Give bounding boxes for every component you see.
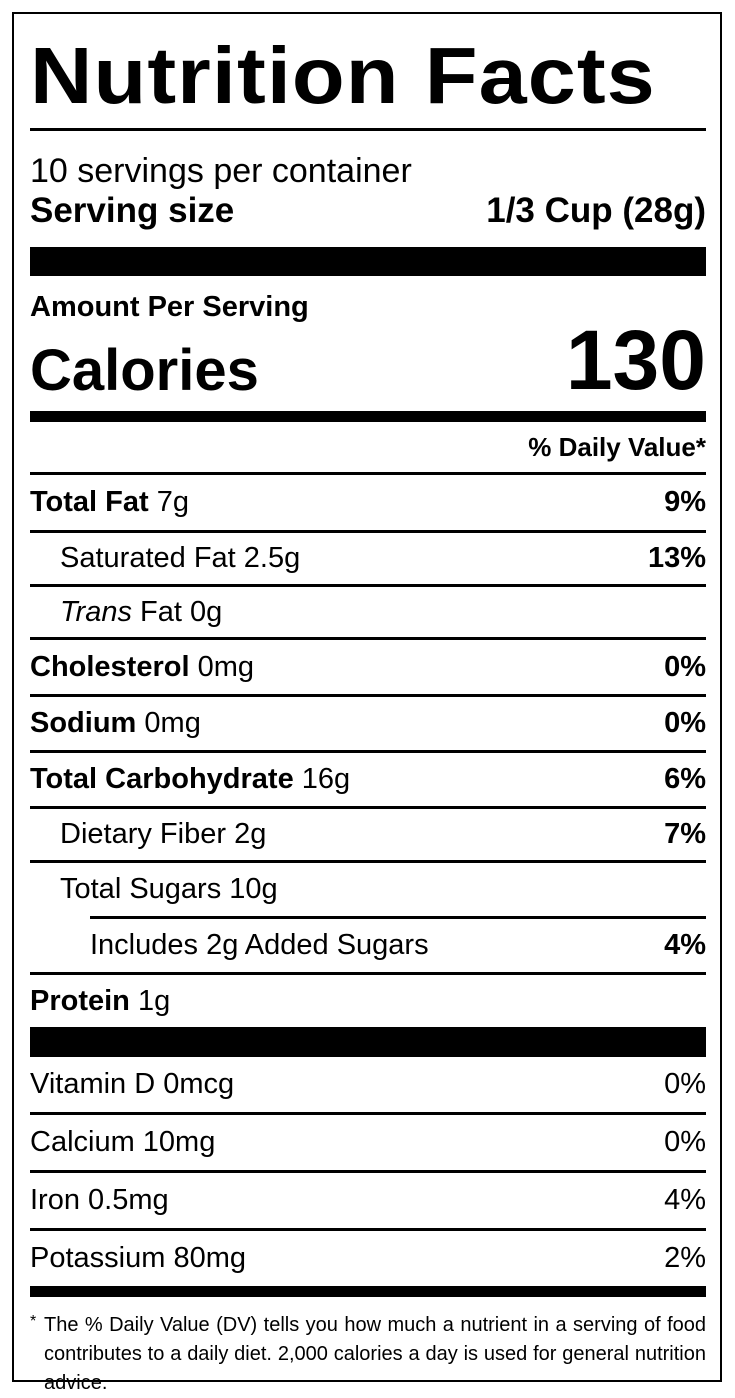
nutrient-name: Sodium xyxy=(30,707,137,739)
nutrient-amount: 16g xyxy=(301,763,351,795)
serving-size-label: Serving size xyxy=(30,191,235,230)
calories-row: Calories 130 xyxy=(30,318,706,403)
vitamin-dv: 0% xyxy=(664,1126,706,1158)
nutrient-amount: 7g xyxy=(156,486,190,518)
footnote-text: The % Daily Value (DV) tells you how muc… xyxy=(44,1314,706,1394)
nutrient-row-trans-fat: Trans Fat 0g xyxy=(30,584,706,637)
daily-value-header: % Daily Value* xyxy=(528,432,706,462)
nutrient-amount: 0mg xyxy=(197,650,255,683)
serving-size-value: 1/3 Cup (28g) xyxy=(486,191,706,230)
nutrient-dv: 7% xyxy=(664,818,706,850)
nutrient-dv: 13% xyxy=(647,542,706,574)
nutrient-name: Total Fat xyxy=(30,486,149,518)
nutrient-row-dietary-fiber: Dietary Fiber 2g 7% xyxy=(30,806,706,860)
vitamin-label: Calcium 10mg xyxy=(30,1126,216,1158)
nutrient-dv: 0% xyxy=(664,707,706,739)
vitamin-row: Vitamin D 0mcg 0% xyxy=(30,1057,706,1115)
nutrient-amount: 2g xyxy=(234,818,267,850)
nutrition-facts-label: Nutrition Facts 10 servings per containe… xyxy=(12,12,722,1394)
vitamin-row: Iron 0.5mg 4% xyxy=(30,1173,706,1231)
label-title: Nutrition Facts xyxy=(30,31,656,120)
nutrient-name: Total Sugars xyxy=(60,873,222,905)
nutrient-row-saturated-fat: Saturated Fat 2.5g 13% xyxy=(30,530,706,584)
nutrient-row-added-sugars: Includes 2g Added Sugars 4% xyxy=(90,916,706,972)
nutrient-amount: 0g xyxy=(190,595,223,628)
calories-value: 130 xyxy=(565,313,706,407)
medium-divider xyxy=(30,411,706,422)
nutrient-amount: 10g xyxy=(229,873,278,905)
nutrient-dv: 6% xyxy=(664,763,706,795)
nutrient-name: Dietary Fiber xyxy=(60,818,226,850)
vitamin-row: Potassium 80mg 2% xyxy=(30,1231,706,1286)
nutrient-row-protein: Protein 1g xyxy=(30,972,706,1027)
vitamin-dv: 0% xyxy=(664,1068,706,1100)
nutrient-amount: 0mg xyxy=(144,707,201,739)
calories-label: Calories xyxy=(30,338,259,403)
nutrient-name: Protein xyxy=(30,984,130,1017)
amount-per-serving: Amount Per Serving xyxy=(30,291,309,323)
nutrient-name: Cholesterol xyxy=(30,650,190,683)
footnote-marker: * xyxy=(30,1313,37,1330)
vitamin-label: Vitamin D 0mcg xyxy=(30,1068,235,1100)
serving-size: Serving size 1/3 Cup (28g) xyxy=(30,191,706,231)
vitamin-dv: 2% xyxy=(664,1242,706,1274)
nutrient-amount: 1g xyxy=(137,984,171,1017)
vitamin-label: Iron 0.5mg xyxy=(30,1184,169,1216)
vitamin-dv: 4% xyxy=(664,1184,706,1216)
vitamin-label: Potassium 80mg xyxy=(30,1242,246,1274)
nutrient-dv: 0% xyxy=(664,650,706,683)
servings-per-container: 10 servings per container xyxy=(30,152,412,190)
nutrient-row-cholesterol: Cholesterol 0mg 0% xyxy=(30,637,706,694)
divider xyxy=(30,128,706,131)
nutrient-row-total-carbohydrate: Total Carbohydrate 16g 6% xyxy=(30,750,706,806)
footnote: * The % Daily Value (DV) tells you how m… xyxy=(30,1311,706,1398)
nutrient-name: Saturated Fat xyxy=(60,542,236,574)
nutrient-row-total-sugars: Total Sugars 10g xyxy=(30,860,706,916)
medium-divider xyxy=(30,1286,706,1297)
nutrient-dv: 9% xyxy=(664,486,706,518)
nutrient-name-suffix: Fat xyxy=(140,595,182,628)
vitamin-row: Calcium 10mg 0% xyxy=(30,1115,706,1173)
thick-divider xyxy=(30,1027,706,1057)
thick-divider xyxy=(30,247,706,276)
nutrient-dv: 4% xyxy=(664,929,706,961)
nutrient-name: Includes 2g Added Sugars xyxy=(90,929,429,961)
nutrient-name: Total Carbohydrate xyxy=(30,763,294,795)
nutrient-amount: 2.5g xyxy=(243,542,301,574)
nutrient-row-total-fat: Total Fat 7g 9% xyxy=(30,472,706,530)
nutrient-name: Trans xyxy=(60,595,132,628)
nutrient-row-sodium: Sodium 0mg 0% xyxy=(30,694,706,750)
